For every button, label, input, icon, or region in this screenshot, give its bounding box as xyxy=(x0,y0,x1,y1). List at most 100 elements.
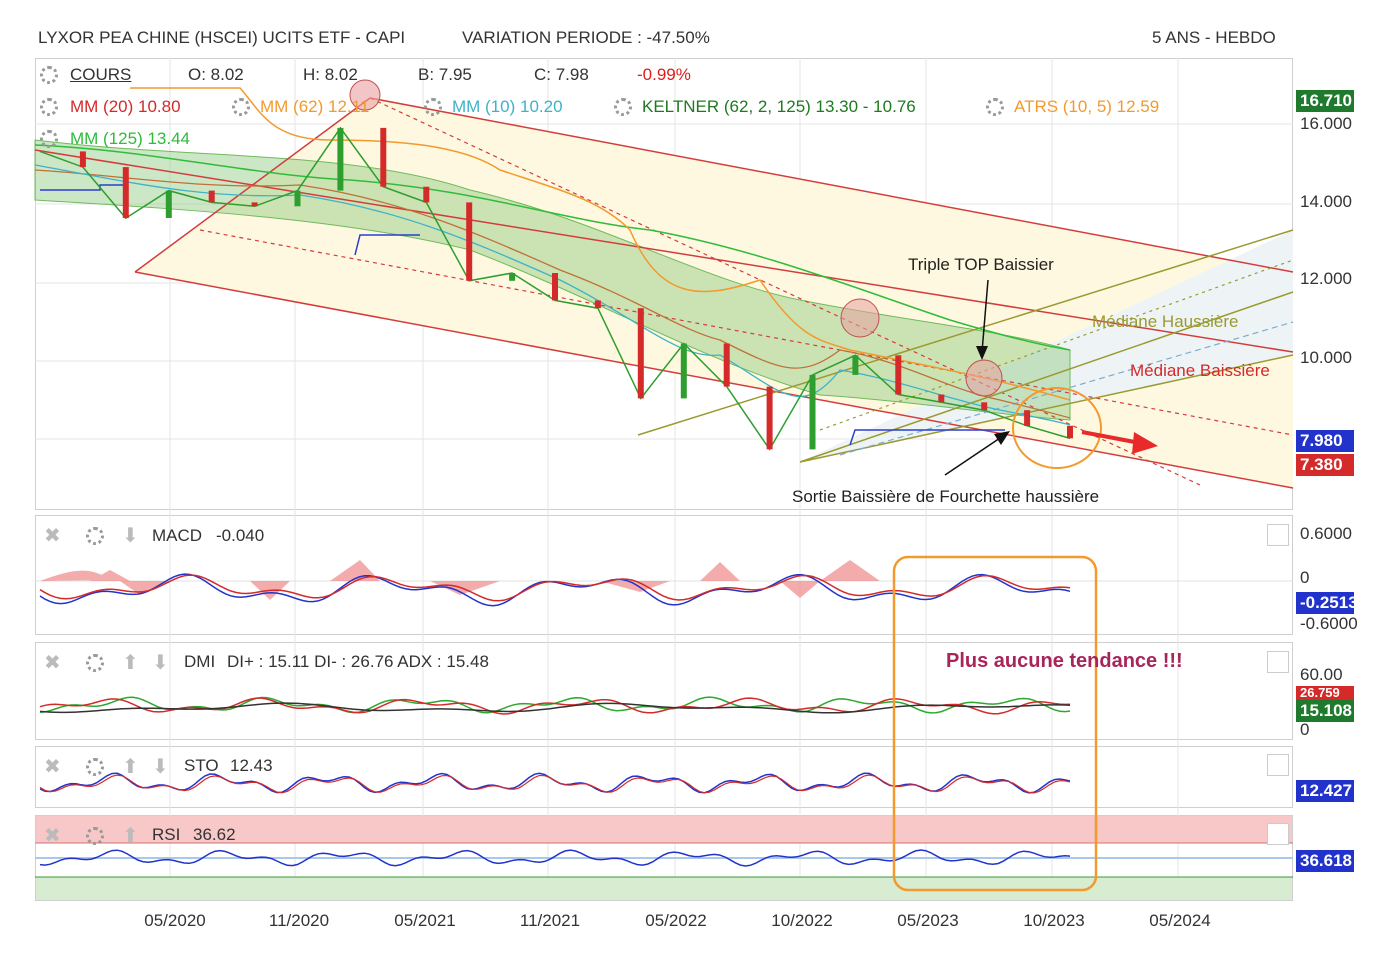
price-candle xyxy=(294,190,301,207)
sto-value: 12.43 xyxy=(230,756,273,775)
dmi-minus-tag: 26.759 xyxy=(1296,686,1354,700)
mm10-label[interactable]: MM (10) 10.20 xyxy=(452,97,563,116)
price-candle xyxy=(122,167,129,219)
mm20-label[interactable]: MM (20) 10.80 xyxy=(70,97,181,116)
cours-label[interactable]: COURS xyxy=(70,65,132,84)
x-tick-3: 11/2021 xyxy=(519,911,581,930)
mm125-settings-icon[interactable] xyxy=(40,130,58,148)
period-selector[interactable]: 5 ANS - HEBDO xyxy=(1152,28,1276,47)
sto-close-icon[interactable]: ✖ xyxy=(44,756,61,778)
x-tick-0: 05/2020 xyxy=(144,911,206,930)
price-candle xyxy=(766,386,773,450)
macd-tick-zero: 0 xyxy=(1300,568,1310,587)
mm20-line xyxy=(34,169,1071,419)
rsi-value: 36.62 xyxy=(193,825,236,844)
price-tick-14: 14.000 xyxy=(1300,192,1352,211)
rsi-overbought-zone xyxy=(36,816,1292,843)
macd-tick-top: 0.6000 xyxy=(1300,524,1352,543)
dmi-up-icon[interactable]: ⬆ xyxy=(122,652,139,674)
x-tick-2: 05/2021 xyxy=(394,911,456,930)
down-arrow xyxy=(1081,430,1141,445)
mediane-haussiere-label: Médiane Haussière xyxy=(1092,312,1239,331)
sto-d-line xyxy=(39,774,1071,794)
dmi-close-icon[interactable]: ✖ xyxy=(44,652,61,674)
price-candle xyxy=(680,343,687,399)
sto-settings-icon[interactable] xyxy=(86,758,104,776)
dmi-checkbox[interactable] xyxy=(1267,651,1289,673)
dmi-tick-zero: 0 xyxy=(1300,720,1310,739)
bearish-fork-lines xyxy=(34,97,1294,489)
high-price-tag: 16.710 xyxy=(1296,90,1354,112)
macd-panel[interactable] xyxy=(35,515,1293,635)
atrs-label[interactable]: ATRS (10, 5) 12.59 xyxy=(1014,97,1160,116)
no-trend-annotation: Plus aucune tendance !!! xyxy=(946,650,1183,672)
price-candle xyxy=(337,127,344,191)
rsi-checkbox[interactable] xyxy=(1267,823,1289,845)
keltner-label[interactable]: KELTNER (62, 2, 125) 13.30 - 10.76 xyxy=(642,97,916,116)
price-candle xyxy=(423,186,430,203)
sto-panel[interactable] xyxy=(35,746,1293,808)
x-tick-5: 10/2022 xyxy=(771,911,833,930)
rsi-close-icon[interactable]: ✖ xyxy=(44,825,61,847)
macd-value: -0.040 xyxy=(216,526,265,545)
instrument-title: LYXOR PEA CHINE (HSCEI) UCITS ETF - CAPI xyxy=(38,28,406,47)
macd-tick-bottom: -0.6000 xyxy=(1300,614,1358,633)
macd-down-icon[interactable]: ⬇ xyxy=(122,525,139,547)
x-tick-1: 11/2020 xyxy=(268,911,330,930)
high-value: H: 8.02 xyxy=(303,65,358,84)
price-candle xyxy=(466,202,473,281)
x-tick-4: 05/2022 xyxy=(645,911,707,930)
price-candle xyxy=(895,355,902,395)
price-candle xyxy=(165,190,172,218)
macd-settings-icon[interactable] xyxy=(86,527,104,545)
macd-histogram xyxy=(330,560,880,581)
macd-label: MACD xyxy=(152,526,203,545)
price-candle xyxy=(852,355,859,375)
adx-line xyxy=(39,702,1071,714)
macd-signal-line xyxy=(39,574,1071,602)
mm10-line xyxy=(34,164,1071,426)
rsi-label: RSI xyxy=(152,825,181,844)
cours-settings-icon[interactable] xyxy=(40,66,58,84)
price-candle xyxy=(251,202,258,207)
price-candle xyxy=(981,402,988,411)
macd-close-icon[interactable]: ✖ xyxy=(44,525,61,547)
close-price-tag: 7.980 xyxy=(1296,430,1354,452)
dmi-panel[interactable] xyxy=(35,642,1293,740)
change-value: -0.99% xyxy=(637,65,691,84)
mm125-label[interactable]: MM (125) 13.44 xyxy=(70,129,190,148)
atrs-settings-icon[interactable] xyxy=(986,98,1004,116)
dmi-value: DI+ : 15.11 DI- : 26.76 ADX : 15.48 xyxy=(227,652,489,671)
sto-up-icon[interactable]: ⬆ xyxy=(122,756,139,778)
macd-line xyxy=(39,573,1071,607)
dmi-settings-icon[interactable] xyxy=(86,654,104,672)
mm10-settings-icon[interactable] xyxy=(424,98,442,116)
rsi-settings-icon[interactable] xyxy=(86,827,104,845)
open-value: O: 8.02 xyxy=(188,65,244,84)
sto-tag: 12.427 xyxy=(1296,780,1354,802)
top-circle-2 xyxy=(840,298,880,338)
sto-checkbox[interactable] xyxy=(1267,754,1289,776)
mm20-settings-icon[interactable] xyxy=(40,98,58,116)
macd-tag: -0.2513 xyxy=(1296,592,1358,614)
sortie-annotation: Sortie Baissière de Fourchette haussière xyxy=(792,487,1100,506)
price-candle xyxy=(637,308,644,399)
exit-circle xyxy=(1012,387,1102,469)
price-tick-16: 16.000 xyxy=(1300,114,1352,133)
keltner-settings-icon[interactable] xyxy=(614,98,632,116)
price-candle xyxy=(380,127,387,187)
price-tick-12: 12.000 xyxy=(1300,269,1352,288)
dmi-tag: 15.108 xyxy=(1296,700,1354,722)
dmi-down-icon[interactable]: ⬇ xyxy=(152,652,169,674)
close-value: C: 7.98 xyxy=(534,65,589,84)
price-candle xyxy=(809,374,816,450)
rsi-up-icon[interactable]: ⬆ xyxy=(122,825,139,847)
macd-checkbox[interactable] xyxy=(1267,524,1289,546)
x-tick-7: 10/2023 xyxy=(1023,911,1085,930)
bullish-fork-lines xyxy=(637,229,1294,463)
mm62-label[interactable]: MM (62) 12.11 xyxy=(260,97,370,116)
sto-k-line xyxy=(39,772,1071,794)
mm62-settings-icon[interactable] xyxy=(232,98,250,116)
sto-down-icon[interactable]: ⬇ xyxy=(152,756,169,778)
